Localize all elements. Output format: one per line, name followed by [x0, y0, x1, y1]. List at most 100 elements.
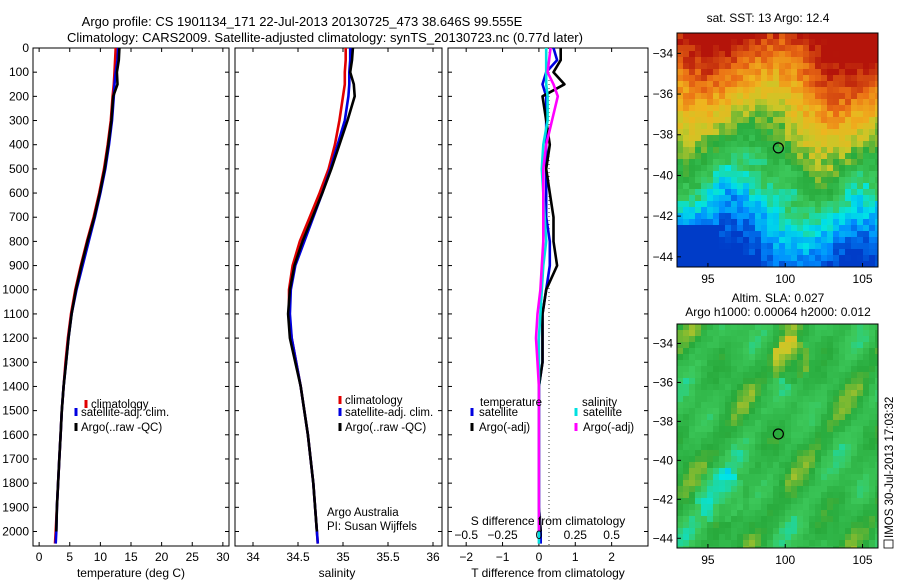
heatmap-cell [815, 237, 822, 244]
heatmap-cell [719, 165, 726, 172]
heatmap-cell [791, 81, 798, 88]
heatmap-cell [707, 117, 714, 124]
longitude-tick-label: 95 [701, 272, 715, 286]
heatmap-cell [803, 396, 810, 403]
heatmap-cell [857, 498, 864, 505]
heatmap-cell [755, 498, 762, 505]
heatmap-cell [737, 159, 744, 166]
heatmap-cell [827, 444, 834, 451]
heatmap-cell [707, 330, 714, 337]
heatmap-cell [695, 87, 702, 94]
heatmap-cell [749, 207, 756, 214]
heatmap-cell [845, 510, 852, 517]
heatmap-cell [683, 396, 690, 403]
x-tick-label: −2 [459, 550, 473, 564]
heatmap-cell [851, 528, 858, 535]
heatmap-cell [701, 366, 708, 373]
heatmap-cell [701, 213, 708, 220]
heatmap-cell [821, 159, 828, 166]
salinity-panel: 34 34.5 35 35.5 36 salinity climatology sate… [234, 47, 443, 580]
heatmap-cell [809, 540, 816, 547]
heatmap-cell [755, 510, 762, 517]
heatmap-cell [767, 243, 774, 250]
heatmap-cell [695, 195, 702, 202]
heatmap-cell [713, 474, 720, 481]
heatmap-cell [827, 87, 834, 94]
heatmap-cell [779, 87, 786, 94]
heatmap-cell [689, 177, 696, 184]
heatmap-cell [863, 342, 870, 349]
heatmap-cell [695, 57, 702, 64]
heatmap-cell [857, 540, 864, 547]
heatmap-cell [755, 51, 762, 58]
heatmap-cell [677, 372, 684, 379]
heatmap-cell [857, 237, 864, 244]
heatmap-cell [827, 57, 834, 64]
heatmap-cell [851, 129, 858, 136]
heatmap-cell [707, 498, 714, 505]
heatmap-cell [767, 438, 774, 445]
heatmap-cell [845, 69, 852, 76]
heatmap-cell [767, 147, 774, 154]
heatmap-cell [737, 81, 744, 88]
heatmap-cell [851, 510, 858, 517]
heatmap-cell [797, 213, 804, 220]
heatmap-cell [809, 129, 816, 136]
heatmap-cell [689, 348, 696, 355]
heatmap-cell [797, 255, 804, 262]
heatmap-cell [809, 462, 816, 469]
heatmap-cell [737, 213, 744, 220]
heatmap-cell [761, 360, 768, 367]
heatmap-cell [689, 57, 696, 64]
heatmap-cell [725, 111, 732, 118]
heatmap-cell [785, 93, 792, 100]
heatmap-cell [695, 492, 702, 499]
heatmap-cell [737, 93, 744, 100]
heatmap-cell [827, 372, 834, 379]
heatmap-cell [845, 213, 852, 220]
heatmap-cell [743, 201, 750, 208]
heatmap-cell [737, 183, 744, 190]
heatmap-cell [713, 81, 720, 88]
heatmap-cell [767, 213, 774, 220]
heatmap-cell [725, 225, 732, 232]
heatmap-cell [749, 147, 756, 154]
heatmap-cell [791, 390, 798, 397]
heatmap-cell [821, 243, 828, 250]
legend-temperature-heading: temperature [480, 397, 542, 409]
heatmap-cell [803, 129, 810, 136]
heatmap-cell [815, 366, 822, 373]
heatmap-cell [827, 111, 834, 118]
heatmap-cell [863, 510, 870, 517]
heatmap-cell [761, 534, 768, 541]
heatmap-cell [767, 261, 774, 267]
heatmap-cell [779, 69, 786, 76]
sla-map-title: Altim. SLA: 0.027 [732, 291, 825, 305]
series-line-argo [55, 47, 121, 532]
heatmap-cell [869, 408, 876, 415]
heatmap-cell [821, 231, 828, 238]
heatmap-cell [833, 201, 840, 208]
heatmap-cell [839, 372, 846, 379]
heatmap-cell [695, 534, 702, 541]
heatmap-cell [707, 261, 714, 267]
heatmap-cell [857, 522, 864, 529]
heatmap-cell [803, 39, 810, 46]
heatmap-cell [857, 231, 864, 238]
heatmap-cell [785, 249, 792, 256]
heatmap-cell [677, 474, 684, 481]
heatmap-cell [821, 75, 828, 82]
heatmap-cell [857, 123, 864, 130]
heatmap-cell [731, 129, 738, 136]
heatmap-cell [779, 348, 786, 355]
heatmap-cell [875, 456, 878, 463]
heatmap-cell [761, 195, 768, 202]
heatmap-cell [845, 57, 852, 64]
heatmap-cell [851, 201, 858, 208]
heatmap-cell [725, 141, 732, 148]
heatmap-cell [863, 426, 870, 433]
heatmap-cell [869, 195, 876, 202]
heatmap-cell [689, 33, 696, 40]
heatmap-cell [737, 414, 744, 421]
heatmap-cell [839, 450, 846, 457]
